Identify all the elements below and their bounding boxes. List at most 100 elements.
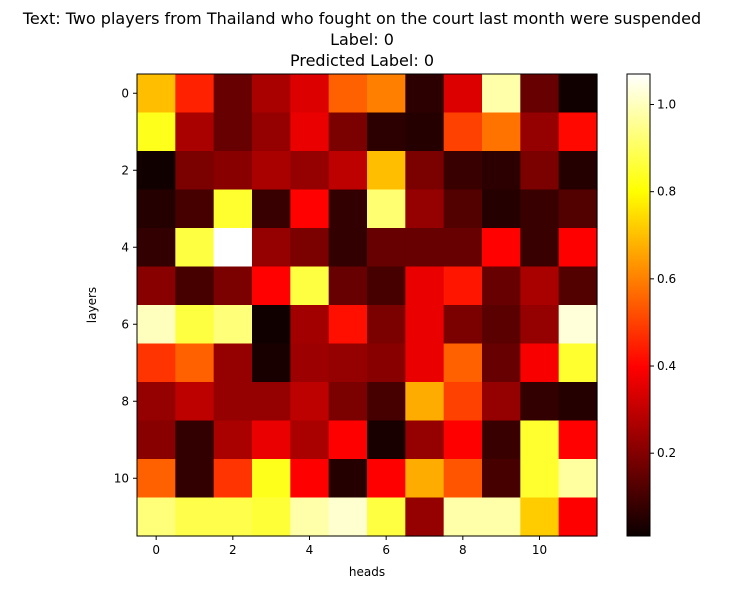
y-tick-label: 8 xyxy=(121,394,129,408)
heatmap-cell-r0-c9 xyxy=(482,74,521,114)
heatmap-cell-r10-c3 xyxy=(252,459,291,499)
heatmap-cell-r7-c11 xyxy=(558,343,598,383)
heatmap-cell-r4-c2 xyxy=(213,228,253,268)
heatmap-cell-r8-c1 xyxy=(175,382,215,422)
heatmap-cell-r4-c5 xyxy=(328,228,368,268)
heatmap-cell-r0-c10 xyxy=(520,74,560,114)
heatmap-cell-r4-c9 xyxy=(482,228,521,268)
y-tick-label: 10 xyxy=(114,471,129,485)
heatmap-cell-r8-c3 xyxy=(252,382,291,422)
heatmap-cell-r4-c4 xyxy=(290,228,330,268)
heatmap-cell-r2-c10 xyxy=(520,151,560,191)
heatmap-cell-r9-c7 xyxy=(405,420,445,460)
heatmap-cell-r8-c5 xyxy=(328,382,368,422)
heatmap-cell-r9-c2 xyxy=(213,420,253,460)
colorbar xyxy=(626,73,651,537)
heatmap-cell-r1-c5 xyxy=(328,112,368,152)
heatmap-cell-r0-c7 xyxy=(405,74,445,114)
heatmap-cell-r7-c5 xyxy=(328,343,368,383)
heatmap-cell-r9-c0 xyxy=(137,420,176,460)
colorbar-ticks: 0.2 0.4 0.6 0.8 1.0 xyxy=(650,98,676,460)
heatmap-cell-r9-c5 xyxy=(328,420,368,460)
heatmap-cell-r7-c7 xyxy=(405,343,445,383)
heatmap-cell-r1-c0 xyxy=(137,112,176,152)
heatmap-cell-r9-c10 xyxy=(520,420,560,460)
heatmap-cell-r8-c2 xyxy=(213,382,253,422)
heatmap-cell-r10-c5 xyxy=(328,459,368,499)
heatmap-cell-r4-c1 xyxy=(175,228,215,268)
heatmap-cell-r5-c5 xyxy=(328,266,368,306)
heatmap-cell-r3-c2 xyxy=(213,189,253,229)
heatmap-cell-r2-c9 xyxy=(482,151,521,191)
heatmap-cell-r5-c3 xyxy=(252,266,291,306)
y-axis-ticks: 0 2 4 6 8 10 xyxy=(114,86,137,485)
heatmap-cell-r0-c8 xyxy=(443,74,483,114)
heatmap-cell-r1-c4 xyxy=(290,112,330,152)
colorbar-tick-label: 0.8 xyxy=(657,185,676,199)
heatmap-cell-r7-c9 xyxy=(482,343,521,383)
heatmap-cell-r3-c1 xyxy=(175,189,215,229)
heatmap-cell-r6-c3 xyxy=(252,305,291,345)
heatmap-cell-r6-c10 xyxy=(520,305,560,345)
heatmap-cell-r0-c0 xyxy=(137,74,176,114)
heatmap-cell-r0-c4 xyxy=(290,74,330,114)
heatmap-cell-r1-c2 xyxy=(213,112,253,152)
x-tick-label: 4 xyxy=(306,543,314,557)
heatmap-cell-r1-c7 xyxy=(405,112,445,152)
heatmap-cell-r6-c8 xyxy=(443,305,483,345)
heatmap-cell-r4-c10 xyxy=(520,228,560,268)
heatmap-cell-r7-c0 xyxy=(137,343,176,383)
heatmap-cell-r6-c5 xyxy=(328,305,368,345)
heatmap-cell-r10-c0 xyxy=(137,459,176,499)
heatmap-cell-r6-c1 xyxy=(175,305,215,345)
heatmap-cell-r0-c1 xyxy=(175,74,215,114)
heatmap-cell-r0-c6 xyxy=(367,74,406,114)
y-tick-label: 6 xyxy=(121,317,129,331)
title-line-3: Predicted Label: 0 xyxy=(290,51,434,70)
heatmap-cell-r1-c1 xyxy=(175,112,215,152)
heatmap-cell-r1-c3 xyxy=(252,112,291,152)
x-axis-ticks: 0 2 4 6 8 10 xyxy=(152,536,547,557)
heatmap-cell-r2-c1 xyxy=(175,151,215,191)
heatmap-cell-r8-c4 xyxy=(290,382,330,422)
heatmap-cell-r11-c5 xyxy=(328,497,368,537)
heatmap-cell-r7-c1 xyxy=(175,343,215,383)
heatmap-cell-r11-c9 xyxy=(482,497,521,537)
heatmap-cell-r2-c0 xyxy=(137,151,176,191)
heatmap-cell-r7-c2 xyxy=(213,343,253,383)
heatmap-cell-r9-c6 xyxy=(367,420,406,460)
x-tick-label: 6 xyxy=(382,543,390,557)
heatmap-cell-r9-c9 xyxy=(482,420,521,460)
colorbar-tick-label: 1.0 xyxy=(657,98,676,112)
colorbar-tick-label: 0.4 xyxy=(657,359,676,373)
heatmap-cell-r5-c4 xyxy=(290,266,330,306)
heatmap-cell-r10-c9 xyxy=(482,459,521,499)
colorbar-tick-label: 0.6 xyxy=(657,272,676,286)
heatmap-cell-r10-c10 xyxy=(520,459,560,499)
heatmap-cell-r8-c8 xyxy=(443,382,483,422)
heatmap-cell-r11-c10 xyxy=(520,497,560,537)
heatmap-cell-r6-c6 xyxy=(367,305,406,345)
heatmap-cell-r3-c5 xyxy=(328,189,368,229)
title-line-2: Label: 0 xyxy=(330,30,394,49)
heatmap-cell-r9-c8 xyxy=(443,420,483,460)
heatmap-cell-r9-c4 xyxy=(290,420,330,460)
heatmap-cell-r0-c3 xyxy=(252,74,291,114)
heatmap-cell-r7-c6 xyxy=(367,343,406,383)
x-tick-label: 0 xyxy=(152,543,160,557)
heatmap-cell-r7-c4 xyxy=(290,343,330,383)
heatmap-cell-r10-c1 xyxy=(175,459,215,499)
heatmap-cell-r4-c3 xyxy=(252,228,291,268)
heatmap-cell-r3-c3 xyxy=(252,189,291,229)
title-line-1: Text: Two players from Thailand who foug… xyxy=(22,9,701,28)
heatmap-cell-r0-c2 xyxy=(213,74,253,114)
heatmap-cell-r9-c11 xyxy=(558,420,598,460)
y-tick-label: 4 xyxy=(121,240,129,254)
heatmap-cell-r11-c6 xyxy=(367,497,406,537)
heatmap-cell-r4-c6 xyxy=(367,228,406,268)
heatmap-cell-r9-c3 xyxy=(252,420,291,460)
heatmap-cell-r10-c4 xyxy=(290,459,330,499)
heatmap-cell-r1-c10 xyxy=(520,112,560,152)
heatmap-cell-r1-c11 xyxy=(558,112,598,152)
heatmap-cell-r3-c11 xyxy=(558,189,598,229)
